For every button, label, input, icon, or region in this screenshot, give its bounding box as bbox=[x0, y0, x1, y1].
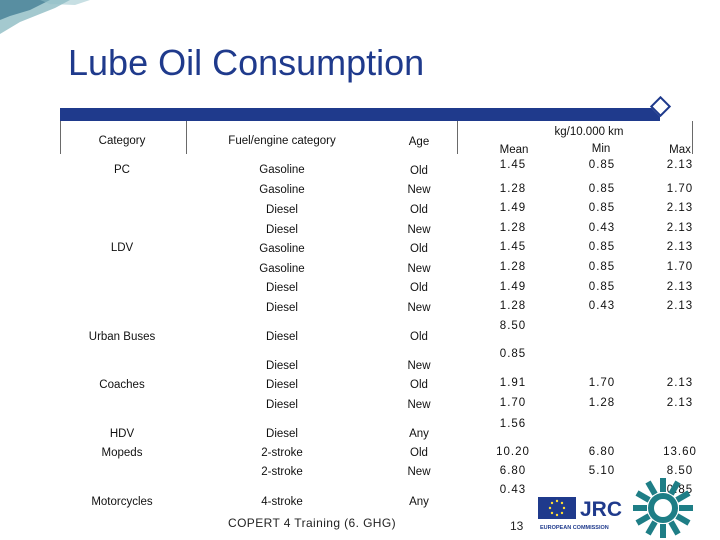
header-fuel: Fuel/engine category bbox=[228, 135, 336, 147]
row-min: 1.28 bbox=[588, 397, 616, 409]
row-min: 5.10 bbox=[588, 465, 616, 477]
row-min: 1.70 bbox=[588, 377, 616, 389]
row-mean: 1.28 bbox=[499, 300, 527, 312]
row-category: Urban Buses bbox=[88, 331, 156, 343]
row-mean: 1.28 bbox=[499, 261, 527, 273]
corner-decoration bbox=[0, 0, 90, 40]
row-category: PC bbox=[114, 164, 130, 176]
row-min: 0.85 bbox=[588, 241, 616, 253]
row-age: Old bbox=[410, 331, 428, 343]
row-max: 13.60 bbox=[663, 446, 697, 458]
header-category: Category bbox=[98, 135, 146, 147]
row-fuel: 2-stroke bbox=[261, 447, 303, 459]
header-divider bbox=[457, 121, 458, 154]
row-category: HDV bbox=[109, 428, 135, 440]
row-age: Old bbox=[410, 447, 428, 459]
row-age: New bbox=[407, 360, 431, 372]
row-age: Any bbox=[409, 496, 429, 508]
row-mean: 0.85 bbox=[499, 348, 527, 360]
row-mean: 1.49 bbox=[499, 202, 527, 214]
row-age: Old bbox=[410, 165, 428, 177]
row-min: 0.85 bbox=[588, 281, 616, 293]
row-mean: 10.20 bbox=[496, 446, 530, 458]
title-rule bbox=[60, 108, 660, 121]
row-max: 2.13 bbox=[666, 202, 694, 214]
row-category: LDV bbox=[110, 242, 134, 254]
row-max: 1.70 bbox=[666, 261, 694, 273]
row-min: 0.85 bbox=[588, 159, 616, 171]
row-min: 0.43 bbox=[588, 300, 616, 312]
row-age: Any bbox=[409, 428, 429, 440]
row-max: 2.13 bbox=[666, 300, 694, 312]
row-fuel: Diesel bbox=[266, 379, 298, 391]
header-divider bbox=[60, 121, 61, 154]
row-fuel: Diesel bbox=[266, 302, 298, 314]
row-mean: 1.91 bbox=[499, 377, 527, 389]
row-fuel: Diesel bbox=[266, 224, 298, 236]
row-max: 2.13 bbox=[666, 397, 694, 409]
row-fuel: Diesel bbox=[266, 360, 298, 372]
row-age: Old bbox=[410, 282, 428, 294]
row-age: New bbox=[407, 302, 431, 314]
row-max: 2.13 bbox=[666, 281, 694, 293]
header-divider bbox=[692, 121, 693, 154]
row-max: 1.70 bbox=[666, 183, 694, 195]
row-fuel: Gasoline bbox=[259, 243, 305, 255]
row-fuel: Diesel bbox=[266, 204, 298, 216]
row-mean: 0.43 bbox=[499, 484, 527, 496]
row-max: 2.13 bbox=[666, 377, 694, 389]
row-mean: 1.45 bbox=[499, 241, 527, 253]
row-fuel: 4-stroke bbox=[261, 496, 303, 508]
svg-text:EUROPEAN COMMISSION: EUROPEAN COMMISSION bbox=[540, 525, 609, 531]
row-max: 2.13 bbox=[666, 159, 694, 171]
row-age: Old bbox=[410, 379, 428, 391]
header-min: Min bbox=[591, 143, 611, 155]
jrc-logo: JRC EUROPEAN COMMISSION bbox=[538, 478, 693, 538]
row-fuel: Gasoline bbox=[259, 184, 305, 196]
row-max: 2.13 bbox=[666, 222, 694, 234]
row-age: New bbox=[407, 399, 431, 411]
row-mean: 1.49 bbox=[499, 281, 527, 293]
header-divider bbox=[186, 121, 187, 154]
row-fuel: Diesel bbox=[266, 428, 298, 440]
row-age: New bbox=[407, 224, 431, 236]
row-fuel: Diesel bbox=[266, 399, 298, 411]
row-age: New bbox=[407, 263, 431, 275]
header-age: Age bbox=[408, 136, 430, 148]
header-mean: Mean bbox=[499, 144, 529, 156]
footer-text: COPERT 4 Training (6. GHG) bbox=[228, 516, 397, 530]
row-fuel: 2-stroke bbox=[261, 466, 303, 478]
row-age: New bbox=[407, 184, 431, 196]
row-mean: 6.80 bbox=[499, 465, 527, 477]
header-max: Max bbox=[669, 144, 691, 156]
row-max: 2.13 bbox=[666, 241, 694, 253]
row-age: New bbox=[407, 466, 431, 478]
row-fuel: Gasoline bbox=[259, 164, 305, 176]
row-fuel: Gasoline bbox=[259, 263, 305, 275]
row-fuel: Diesel bbox=[266, 331, 298, 343]
row-min: 0.85 bbox=[588, 202, 616, 214]
row-age: Old bbox=[410, 243, 428, 255]
row-min: 0.85 bbox=[588, 183, 616, 195]
row-min: 0.85 bbox=[588, 261, 616, 273]
row-mean: 8.50 bbox=[499, 320, 527, 332]
row-mean: 1.70 bbox=[499, 397, 527, 409]
page-title: Lube Oil Consumption bbox=[68, 42, 425, 83]
row-category: Coaches bbox=[99, 379, 145, 391]
row-age: Old bbox=[410, 204, 428, 216]
header-unit: kg/10.000 km bbox=[554, 126, 624, 138]
row-max: 8.50 bbox=[666, 465, 694, 477]
row-fuel: Diesel bbox=[266, 282, 298, 294]
row-min: 6.80 bbox=[588, 446, 616, 458]
row-mean: 1.28 bbox=[499, 222, 527, 234]
row-mean: 1.28 bbox=[499, 183, 527, 195]
svg-text:JRC: JRC bbox=[580, 498, 622, 521]
row-min: 0.43 bbox=[588, 222, 616, 234]
row-category: Motorcycles bbox=[91, 496, 153, 508]
row-mean: 1.45 bbox=[499, 159, 527, 171]
row-mean: 1.56 bbox=[499, 418, 527, 430]
page-number: 13 bbox=[510, 519, 524, 533]
row-category: Mopeds bbox=[101, 447, 143, 459]
